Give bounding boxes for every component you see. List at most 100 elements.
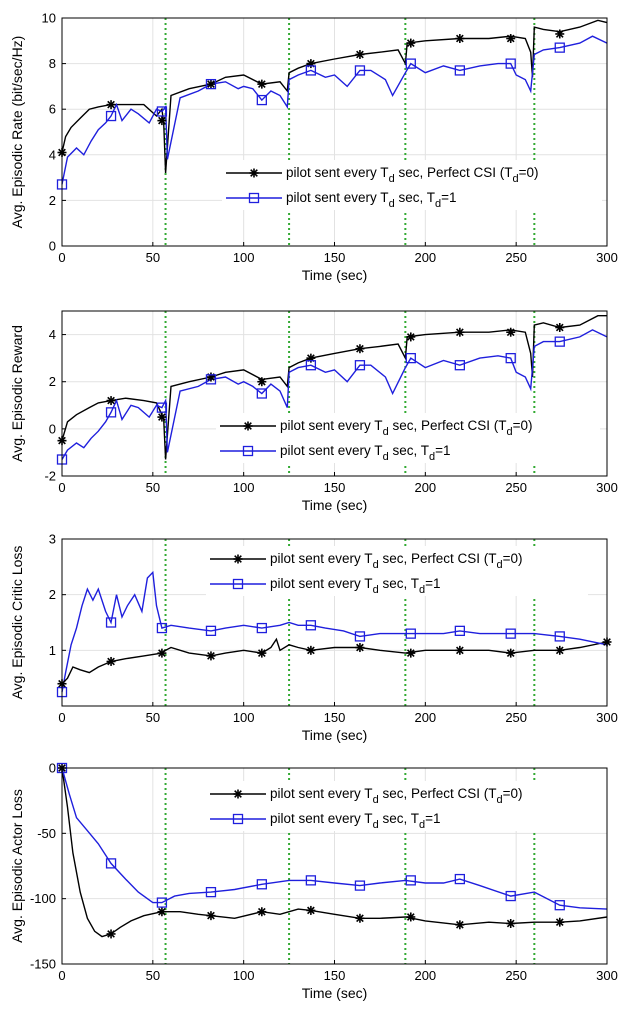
legend-label-2: pilot sent every Td sec, Td=1 <box>280 443 450 463</box>
data-point-square <box>505 628 516 639</box>
y-tick-label: 2 <box>49 587 56 602</box>
data-point-square <box>105 617 117 628</box>
x-tick-label: 250 <box>505 710 527 725</box>
data-point-square <box>205 78 217 90</box>
legend-box <box>222 160 602 210</box>
data-point-star <box>406 912 416 922</box>
y-tick-label: 4 <box>49 327 56 342</box>
legend-box <box>206 781 588 831</box>
data-point-square <box>554 900 565 911</box>
data-point-square <box>405 875 416 886</box>
data-point-square <box>354 360 366 371</box>
data-point-square <box>305 875 317 886</box>
x-tick-label: 250 <box>505 250 527 265</box>
y-tick-label: 4 <box>49 147 56 162</box>
x-tick-label: 0 <box>58 250 65 265</box>
y-tick-label: 10 <box>42 11 56 26</box>
y-tick-label: 6 <box>49 102 56 117</box>
legend-label-2: pilot sent every Td sec, Td=1 <box>270 576 440 596</box>
data-point-square <box>505 352 516 364</box>
legend-marker-star <box>249 168 259 178</box>
data-point-star <box>355 344 365 354</box>
y-axis-label: Avg. Episodic Critic Loss <box>9 546 25 700</box>
x-tick-label: 100 <box>233 710 255 725</box>
data-point-star <box>157 412 167 422</box>
chart-panel-1: 0 50 100 150 200 250 300 0 2 4 6 8 10 Time (sec) Avg. … <box>9 11 618 284</box>
x-tick-label: 200 <box>414 480 436 495</box>
y-tick-label: -100 <box>30 891 56 906</box>
chart-panel-4: 0 50 100 150 200 250 300 -150 -100 -50 0 Time (sec)… <box>9 761 618 1002</box>
data-point-star <box>206 79 216 89</box>
y-tick-label: 2 <box>49 374 56 389</box>
data-point-star <box>555 917 565 927</box>
legend-label-1: pilot sent every Td sec, Perfect CSI (Td… <box>280 418 532 438</box>
x-tick-label: 150 <box>324 968 346 983</box>
x-tick-label: 100 <box>233 968 255 983</box>
x-tick-label: 150 <box>324 480 346 495</box>
data-point-star <box>106 100 116 110</box>
data-point-square <box>454 625 466 636</box>
x-tick-label: 0 <box>58 710 65 725</box>
series-line-2 <box>61 570 608 693</box>
x-tick-label: 50 <box>146 250 160 265</box>
legend-box <box>216 413 600 463</box>
data-point-square <box>156 402 168 413</box>
data-point-star <box>406 38 416 48</box>
data-point-star <box>455 920 465 930</box>
data-point-square <box>305 620 317 631</box>
series-line-1 <box>61 315 607 460</box>
data-point-square <box>505 58 516 69</box>
x-tick-label: 300 <box>596 968 618 983</box>
data-point-square <box>554 336 565 347</box>
data-point-star <box>406 648 416 658</box>
x-tick-label: 0 <box>58 480 65 495</box>
series-line-1 <box>61 767 608 938</box>
data-point-square <box>454 873 466 885</box>
data-point-square <box>405 352 416 364</box>
x-tick-label: 100 <box>233 250 255 265</box>
data-point-square <box>256 94 267 106</box>
data-point-star <box>306 59 316 69</box>
data-point-square <box>156 106 168 117</box>
legend-label-2: pilot sent every Td sec, Td=1 <box>286 190 456 210</box>
x-tick-label: 50 <box>146 480 160 495</box>
y-tick-label: -150 <box>30 957 56 972</box>
data-point-square <box>305 65 317 76</box>
x-tick-label: 200 <box>414 710 436 725</box>
legend-label-1: pilot sent every Td sec, Perfect CSI (Td… <box>270 786 522 806</box>
y-axis-label: Avg. Episodic Actor Loss <box>9 789 25 943</box>
x-tick-label: 300 <box>596 710 618 725</box>
data-point-star <box>455 34 465 44</box>
x-tick-label: 300 <box>596 250 618 265</box>
x-tick-label: 250 <box>505 968 527 983</box>
data-point-square <box>205 886 217 898</box>
legend-label-1: pilot sent every Td sec, Perfect CSI (Td… <box>286 165 538 185</box>
legend: pilot sent every Td sec, Perfect CSI (Td… <box>222 160 602 210</box>
x-axis-label: Time (sec) <box>302 267 368 283</box>
data-point-star <box>306 905 316 915</box>
legend-marker-square <box>232 813 244 825</box>
data-point-star <box>106 929 116 939</box>
y-tick-label: -50 <box>37 826 56 841</box>
data-point-star <box>257 907 267 917</box>
legend-marker-square <box>232 578 244 590</box>
data-point-star <box>106 396 116 406</box>
data-point-square <box>405 628 416 639</box>
data-point-star <box>455 327 465 337</box>
series-line-2 <box>61 767 608 910</box>
data-point-square <box>354 65 366 76</box>
y-tick-label: 0 <box>49 421 56 436</box>
data-point-square <box>105 110 117 122</box>
x-tick-label: 0 <box>58 968 65 983</box>
legend-label-1: pilot sent every Td sec, Perfect CSI (Td… <box>270 551 522 571</box>
y-tick-label: 3 <box>49 532 56 547</box>
data-point-star <box>555 323 565 332</box>
x-tick-label: 150 <box>324 710 346 725</box>
data-point-star <box>157 648 167 658</box>
data-point-square <box>454 65 466 76</box>
y-axis-label: Avg. Episodic Reward <box>9 325 25 462</box>
data-point-star <box>257 377 267 387</box>
data-point-square <box>305 360 317 371</box>
series-line-2 <box>61 329 608 460</box>
data-point-square <box>354 880 366 891</box>
